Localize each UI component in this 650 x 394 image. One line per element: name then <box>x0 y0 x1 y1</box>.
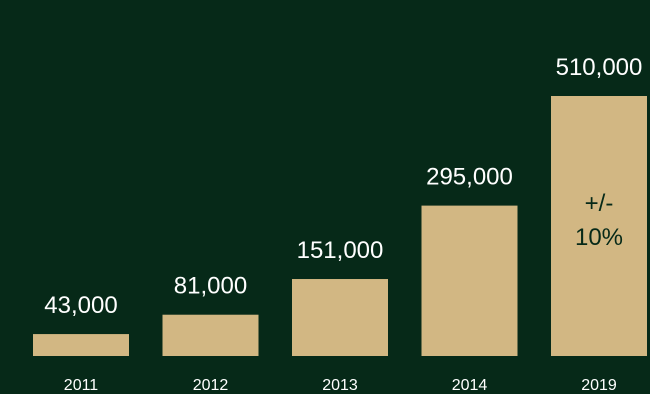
x-tick-label-2011: 2011 <box>64 377 99 394</box>
bar-annotation-2019-line-1: +/- <box>585 190 614 217</box>
value-label-2013: 151,000 <box>297 237 384 264</box>
bar-2011 <box>33 334 129 356</box>
x-tick-label-2019: 2019 <box>581 377 617 394</box>
value-label-2011: 43,000 <box>44 292 117 319</box>
bars-layer <box>33 96 647 356</box>
value-label-2014: 295,000 <box>426 164 513 191</box>
x-tick-label-2013: 2013 <box>322 377 358 394</box>
bar-2014 <box>421 205 518 356</box>
bar-2019 <box>551 96 647 356</box>
annotations-layer: +/- 10% <box>575 190 623 251</box>
value-label-2019: 510,000 <box>556 54 643 81</box>
bar-2013 <box>292 279 388 356</box>
bar-annotation-2019-line-2: 10% <box>575 224 623 251</box>
value-label-2012: 81,000 <box>174 273 247 300</box>
x-tick-label-2014: 2014 <box>452 377 488 394</box>
bar-2012 <box>162 314 259 356</box>
x-tick-labels: 2011 2012 2013 2014 2019 <box>64 377 617 394</box>
x-tick-label-2012: 2012 <box>193 377 229 394</box>
value-labels-layer: 43,000 81,000 151,000 295,000 510,000 <box>44 54 642 319</box>
